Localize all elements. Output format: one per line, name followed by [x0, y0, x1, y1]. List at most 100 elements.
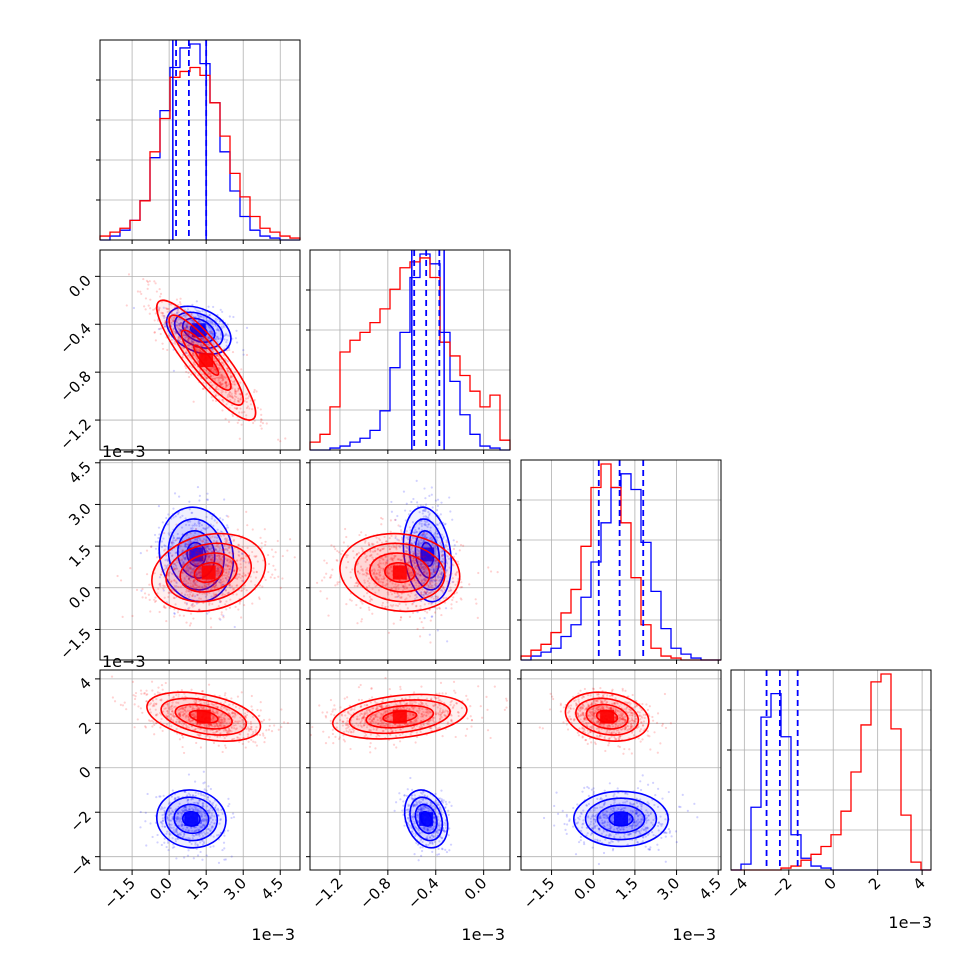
sample-point [224, 537, 227, 540]
sample-point [193, 604, 196, 607]
sample-point [390, 534, 393, 538]
sample-point [205, 319, 209, 322]
sample-point [164, 320, 168, 323]
sample-point [238, 392, 241, 396]
sample-point [440, 572, 443, 575]
sample-point [426, 590, 429, 594]
sample-point [209, 829, 212, 832]
sample-point [440, 501, 443, 504]
sample-point [431, 573, 434, 576]
sample-point [156, 833, 159, 837]
sample-point [225, 514, 228, 517]
sample-point [424, 534, 427, 538]
sample-point [394, 595, 397, 599]
sample-point [422, 567, 426, 570]
sample-point [209, 547, 213, 550]
sample-point [399, 596, 402, 599]
sample-point [188, 593, 192, 596]
sample-point [246, 405, 250, 408]
sample-point [145, 573, 149, 576]
sample-point [411, 550, 414, 553]
sample-point [198, 350, 202, 353]
sample-point [406, 550, 409, 553]
sample-point [184, 570, 187, 574]
sample-point [261, 585, 264, 588]
sample-point [440, 550, 443, 553]
sample-point [426, 562, 429, 565]
sample-point [269, 576, 272, 579]
sample-point [157, 505, 161, 508]
sample-point [163, 825, 167, 829]
sample-point [216, 572, 219, 575]
sample-point [177, 322, 180, 326]
sample-point [387, 593, 390, 596]
sample-point [220, 580, 224, 584]
sample-point [428, 582, 432, 585]
sample-point [200, 330, 204, 334]
sample-point [231, 414, 235, 418]
sample-point [240, 616, 243, 619]
sample-point [192, 341, 195, 344]
sample-point [245, 353, 249, 357]
sample-point [170, 545, 173, 549]
sample-point [253, 419, 256, 422]
sample-point [216, 543, 219, 546]
sample-point [171, 319, 175, 322]
sample-point [420, 579, 423, 582]
sample-point [199, 350, 202, 353]
sample-point [161, 311, 164, 315]
sample-point [192, 593, 195, 596]
sample-point [422, 556, 425, 559]
sample-point [193, 353, 197, 357]
sample-point [190, 334, 193, 337]
sample-point [183, 314, 186, 317]
sample-point [216, 340, 219, 343]
sample-point [380, 523, 383, 526]
sample-point [209, 330, 212, 333]
sample-point [412, 556, 416, 560]
sample-point [199, 350, 202, 353]
sample-point [381, 558, 384, 561]
sample-point [203, 824, 206, 827]
sample-point [433, 569, 436, 573]
sample-point [183, 334, 186, 337]
sample-point [252, 421, 255, 425]
sample-point [417, 527, 421, 530]
sample-point [221, 409, 224, 412]
sample-point [192, 352, 195, 355]
sample-point [153, 598, 156, 601]
sample-point [423, 519, 426, 523]
sample-point [194, 564, 197, 567]
sample-point [432, 568, 435, 571]
sample-point [393, 555, 396, 558]
sample-point [216, 376, 219, 379]
sample-point [156, 540, 160, 543]
sample-point [227, 383, 231, 386]
sample-point [194, 537, 197, 541]
sample-point [166, 324, 170, 327]
sample-point [191, 549, 194, 552]
sample-point [212, 595, 215, 599]
sample-point [189, 540, 192, 544]
sample-point [174, 603, 177, 606]
sample-point [369, 550, 372, 553]
sample-point [417, 573, 420, 576]
sample-point [204, 332, 207, 335]
sample-point [140, 292, 143, 296]
sample-point [176, 321, 179, 324]
sample-point [197, 542, 200, 545]
sample-point [198, 521, 201, 525]
sample-point [207, 827, 211, 831]
sample-point [174, 515, 177, 518]
sample-point [224, 332, 228, 335]
sample-point [375, 536, 378, 539]
sample-point [227, 804, 230, 808]
sample-point [216, 574, 219, 577]
sample-point [194, 346, 197, 349]
sample-point [181, 550, 184, 553]
sample-point [337, 551, 341, 554]
sample-point [427, 510, 430, 514]
sample-point [196, 593, 199, 597]
sample-point [188, 523, 191, 527]
sample-point [338, 580, 341, 584]
